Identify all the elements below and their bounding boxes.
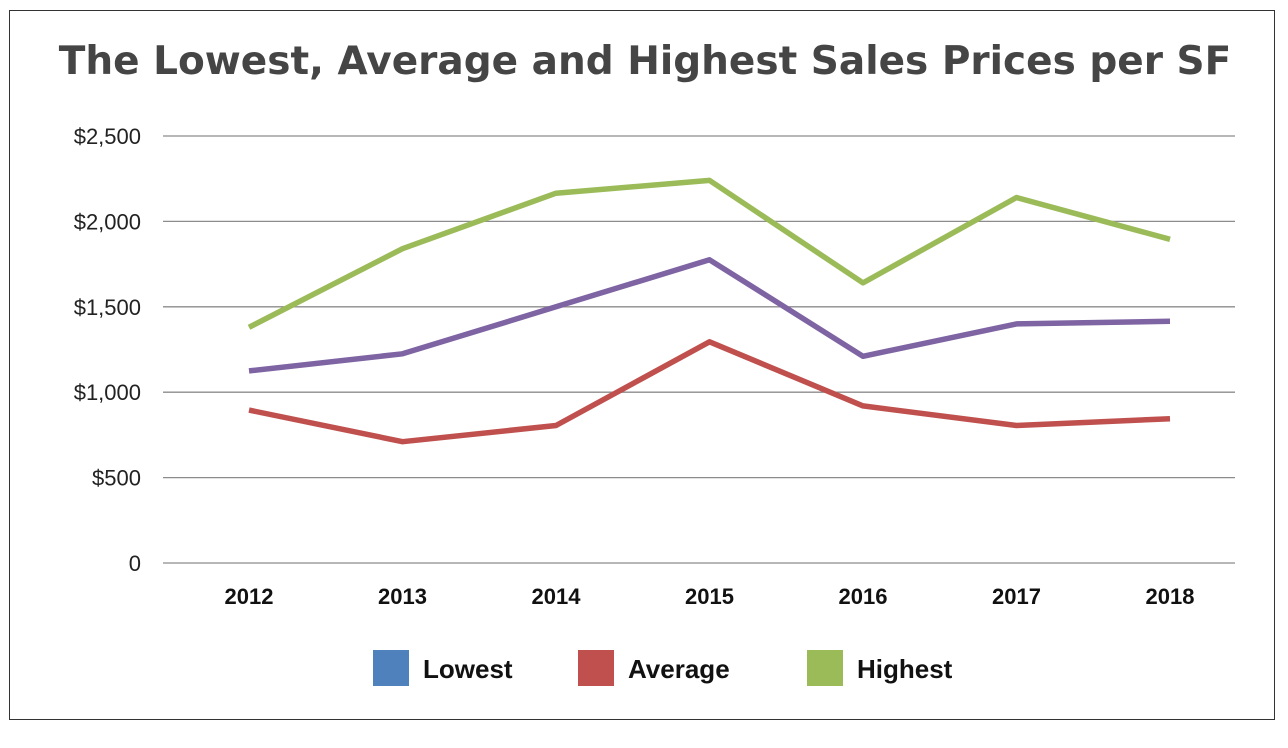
series-line-average-2 bbox=[248, 339, 1171, 445]
x-tick-label-2018: 2018 bbox=[1146, 584, 1195, 609]
x-tick-label-2014: 2014 bbox=[532, 584, 582, 609]
y-tick-label: 0 bbox=[129, 551, 141, 576]
y-tick-label: $2,500 bbox=[74, 124, 141, 149]
x-tick-label-2015: 2015 bbox=[685, 584, 734, 609]
chart-title: The Lowest, Average and Highest Sales Pr… bbox=[59, 39, 1232, 84]
legend-label-average: Average bbox=[628, 654, 730, 684]
legend-label-highest: Highest bbox=[857, 654, 953, 684]
series-lines bbox=[247, 177, 1171, 445]
chart-frame bbox=[9, 10, 1275, 720]
x-tick-label-2016: 2016 bbox=[839, 584, 888, 609]
x-axis-tick-labels: 2012 2013 2014 2015 2016 2017 2018 bbox=[225, 584, 1195, 609]
legend-swatch-average bbox=[578, 650, 614, 686]
y-tick-label: $500 bbox=[92, 466, 141, 491]
y-tick-label: $2,000 bbox=[74, 209, 141, 234]
gridlines bbox=[163, 135, 1235, 564]
legend-swatch-lowest bbox=[373, 650, 409, 686]
y-tick-label: $1,500 bbox=[74, 295, 141, 320]
x-tick-label-2012: 2012 bbox=[225, 584, 274, 609]
series-line-unlabeled-1 bbox=[248, 257, 1171, 374]
legend-swatch-highest bbox=[807, 650, 843, 686]
series-line-highest-0 bbox=[247, 177, 1171, 330]
legend-label-lowest: Lowest bbox=[423, 654, 513, 684]
legend: Lowest Average Highest bbox=[373, 650, 953, 686]
y-axis-tick-labels: 0 $500 $1,000 $1,500 $2,000 $2,500 bbox=[74, 124, 141, 576]
x-tick-label-2017: 2017 bbox=[992, 584, 1041, 609]
x-tick-label-2013: 2013 bbox=[378, 584, 427, 609]
y-tick-label: $1,000 bbox=[74, 380, 141, 405]
